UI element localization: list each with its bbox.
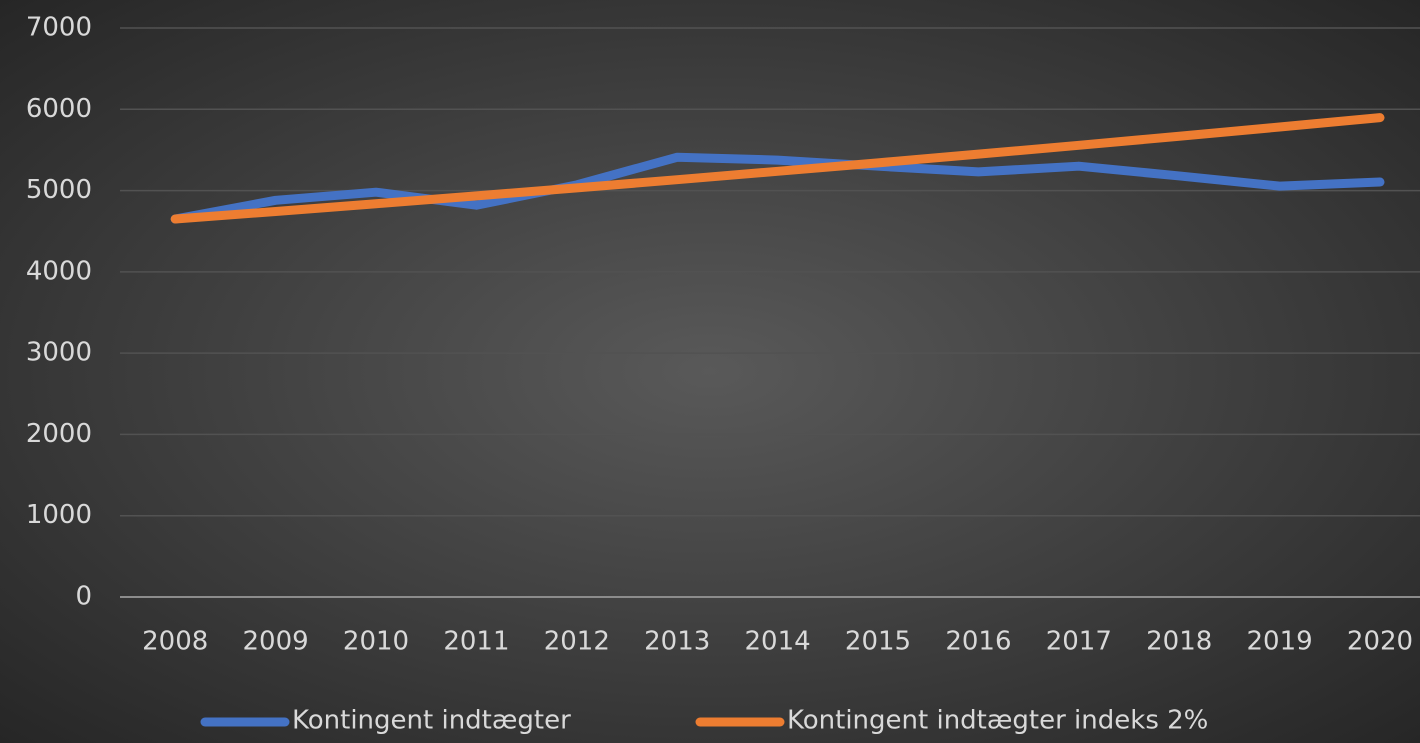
series-line	[170, 152, 1385, 224]
x-tick-label: 2008	[142, 627, 208, 657]
legend-label: Kontingent indtægter	[292, 706, 571, 736]
x-tick-label: 2019	[1247, 627, 1313, 657]
y-tick-label: 6000	[26, 94, 92, 124]
x-tick-label: 2012	[544, 627, 610, 657]
x-tick-label: 2020	[1347, 627, 1413, 657]
y-tick-label: 0	[75, 582, 92, 612]
x-tick-label: 2011	[443, 627, 509, 657]
y-tick-label: 7000	[26, 13, 92, 43]
y-tick-label: 5000	[26, 175, 92, 205]
y-tick-label: 3000	[26, 338, 92, 368]
legend-label: Kontingent indtægter indeks 2%	[787, 706, 1208, 736]
x-tick-label: 2018	[1146, 627, 1212, 657]
y-tick-label: 2000	[26, 419, 92, 449]
y-tick-label: 1000	[26, 500, 92, 530]
x-tick-label: 2009	[243, 627, 309, 657]
series-line	[170, 113, 1385, 224]
y-tick-label: 4000	[26, 256, 92, 286]
x-tick-label: 2017	[1046, 627, 1112, 657]
x-tick-label: 2016	[945, 627, 1011, 657]
x-tick-label: 2010	[343, 627, 409, 657]
x-tick-label: 2013	[644, 627, 710, 657]
x-tick-label: 2014	[745, 627, 811, 657]
x-tick-label: 2015	[845, 627, 911, 657]
